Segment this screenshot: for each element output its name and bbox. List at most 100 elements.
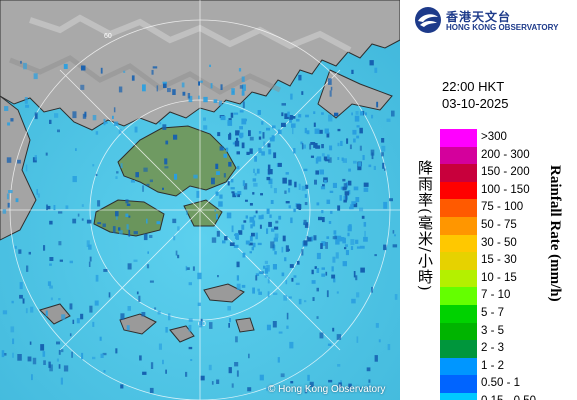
rain-echo [58,241,62,246]
rain-echo [247,387,252,392]
rain-echo [381,138,385,143]
rain-echo [285,245,289,252]
rain-echo [364,112,367,116]
rain-echo [288,296,292,299]
rain-echo [243,183,248,190]
rain-echo [77,213,80,217]
rain-echo [249,235,253,242]
rain-echo [142,371,147,375]
rain-echo [355,197,360,203]
rain-echo [272,125,276,129]
rain-echo [354,115,360,122]
rain-echo [112,115,114,119]
rain-echo [290,93,293,100]
rain-echo [188,324,192,332]
rain-echo [81,65,86,71]
rain-echo [116,171,119,174]
rain-echo [293,275,297,278]
rain-echo [14,245,17,249]
rain-echo [133,231,138,235]
rain-echo [255,210,258,214]
legend-label: 100 - 150 [481,183,530,196]
rain-echo [146,264,150,269]
rain-echo [46,205,51,210]
rain-echo [394,234,396,237]
rain-echo [268,221,272,227]
rain-echo [225,147,229,152]
rain-echo [135,172,139,178]
rain-echo [223,153,227,158]
rain-echo [298,114,302,118]
legend-row: 3 - 5 [440,322,540,341]
rain-echo [19,282,23,290]
rain-echo [329,145,333,151]
legend-swatch [440,392,477,400]
rain-echo [20,60,22,64]
rain-echo [284,190,287,194]
rain-echo [57,129,60,133]
rain-echo [327,343,332,346]
rain-echo [371,152,374,160]
rain-echo [241,90,245,96]
rain-echo [273,237,278,242]
rain-echo [368,164,372,168]
rain-echo [359,111,364,116]
rain-echo [387,344,391,351]
rain-echo [203,125,208,130]
rain-echo [196,190,200,198]
rain-echo [351,69,354,74]
island-1 [203,283,245,303]
rain-echo [303,240,308,246]
rain-echo [152,66,158,69]
rain-echo [182,91,186,96]
rain-echo [382,162,385,169]
rain-echoes [1,60,398,394]
rain-echo [304,127,307,134]
rain-echo [22,298,25,304]
rain-echo [40,344,45,351]
rain-echo [49,220,53,225]
rain-echo [391,110,395,117]
radar-map[interactable]: 60 60 © Hong Kong Observatory [0,0,400,400]
rain-echo [243,220,247,223]
legend-swatch [440,129,477,147]
rain-echo [347,180,352,186]
rain-echo [322,217,325,223]
rain-echo [224,236,228,241]
rain-echo [337,205,341,211]
rain-echo [292,116,296,119]
hko-logo[interactable]: 香港天文台 HONG KONG OBSERVATORY [414,6,574,36]
rain-echo [251,232,255,237]
rain-echo [289,264,294,268]
legend-row: 15 - 30 [440,252,540,270]
rain-echo [185,265,188,271]
rain-echo [248,353,250,359]
rain-echo [126,203,131,206]
rain-echo [63,365,69,372]
rain-echo [294,181,297,188]
rain-echo [288,188,291,193]
rain-echo [216,171,220,175]
rain-echo [17,354,22,361]
rain-echo [264,260,268,264]
rain-echo [162,124,167,130]
rain-echo [323,156,329,161]
rain-echo [75,148,77,151]
rain-echo [356,246,361,249]
rain-echo [361,215,365,219]
rain-echo [7,202,10,208]
legend-row: 5 - 7 [440,304,540,323]
rain-echo [360,267,365,273]
rain-echo [363,236,368,242]
rain-echo [47,281,52,286]
rain-echo [291,277,294,282]
legend-row: >300 [440,129,540,147]
rain-echo [284,257,287,262]
rain-echo [126,224,129,230]
rain-echo [289,341,294,349]
rain-echo [63,63,68,69]
rain-echo [342,178,346,182]
rain-echo [241,224,245,230]
rain-echo [245,215,248,219]
